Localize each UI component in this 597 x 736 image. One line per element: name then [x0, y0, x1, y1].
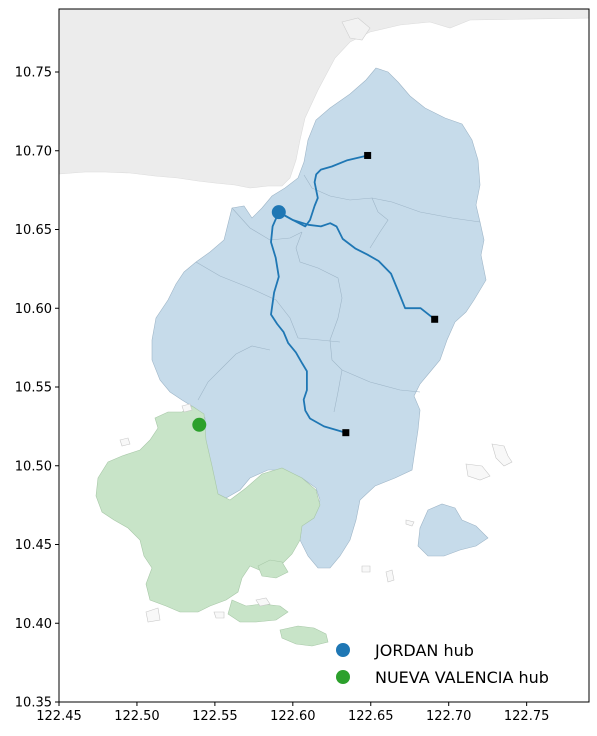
x-tick-label: 122.50 — [114, 709, 160, 724]
destination-marker — [364, 151, 372, 159]
x-tick-label: 122.45 — [36, 709, 82, 724]
map-layers — [59, 9, 589, 647]
legend: JORDAN hub NUEVA VALENCIA hub — [336, 641, 549, 687]
y-tick-label: 10.65 — [15, 223, 52, 238]
plot-frame — [58, 8, 590, 703]
route-line — [270, 211, 347, 434]
route-line — [278, 211, 436, 321]
destination-markers — [342, 151, 439, 437]
destination-marker — [431, 315, 439, 323]
tiny-islets — [119, 403, 513, 623]
y-tick-label: 10.75 — [15, 66, 52, 81]
x-tick-label: 122.60 — [270, 709, 316, 724]
legend-marker — [336, 670, 350, 684]
small-island — [257, 559, 289, 579]
nueva-valencia-region — [95, 405, 321, 613]
legend-label: JORDAN hub — [374, 641, 474, 660]
islet — [341, 17, 371, 41]
y-tick-label: 10.60 — [15, 302, 52, 317]
y-tick-label: 10.70 — [15, 144, 52, 159]
route-line — [278, 154, 368, 228]
x-axis: 122.45 122.50 122.55 122.60 122.65 122.70 122.… — [36, 702, 549, 724]
y-tick-label: 10.45 — [15, 538, 52, 553]
y-tick-label: 10.55 — [15, 381, 52, 396]
y-tick-label: 10.50 — [15, 459, 52, 474]
x-tick-label: 122.55 — [192, 709, 238, 724]
legend-marker — [336, 643, 350, 657]
y-tick-label: 10.40 — [15, 617, 52, 632]
small-island — [279, 625, 329, 647]
hub-marker — [192, 417, 207, 432]
y-axis: 10.35 10.40 10.45 10.50 10.55 10.60 10.65 10.70… — [15, 66, 59, 711]
hub-markers — [192, 205, 286, 432]
hub-marker — [271, 205, 286, 220]
x-tick-label: 122.70 — [426, 709, 472, 724]
route-lines — [270, 154, 436, 434]
internal-boundaries — [195, 174, 481, 413]
small-island — [227, 599, 289, 623]
east-island — [417, 503, 489, 557]
destination-marker — [342, 429, 350, 437]
y-tick-label: 10.35 — [15, 696, 52, 711]
neighboring-landmass — [59, 9, 589, 189]
x-tick-label: 122.75 — [504, 709, 550, 724]
legend-label: NUEVA VALENCIA hub — [375, 668, 549, 687]
x-tick-label: 122.65 — [348, 709, 394, 724]
